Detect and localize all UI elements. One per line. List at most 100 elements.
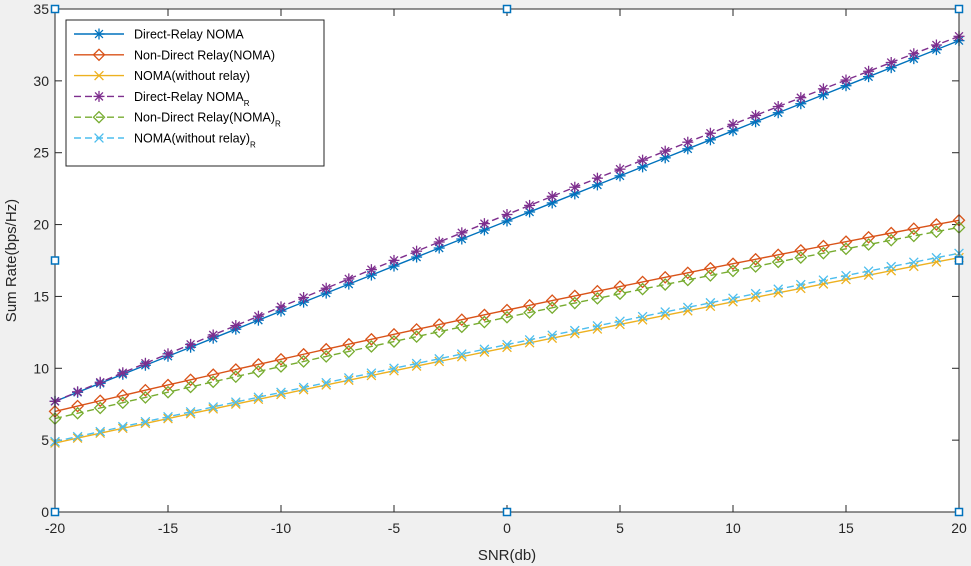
data-point	[116, 389, 130, 402]
data-point	[682, 136, 694, 148]
data-point	[523, 306, 537, 319]
data-point	[140, 416, 151, 427]
data-point	[524, 335, 535, 345]
data-point	[930, 39, 942, 51]
data-point	[749, 252, 763, 266]
resize-handle[interactable]	[50, 256, 60, 265]
legend-item: NOMA(without relay)R	[74, 132, 256, 150]
data-point	[501, 209, 513, 221]
data-point	[477, 308, 491, 322]
x-tick-label: -10	[271, 520, 291, 536]
data-point	[569, 181, 581, 193]
x-tick-label: -15	[158, 520, 178, 536]
data-point	[206, 368, 220, 382]
data-point	[728, 293, 738, 304]
data-point	[298, 382, 309, 393]
x-tick-label: 0	[503, 520, 511, 536]
legend-label: Non-Direct Relay(NOMA)R	[134, 111, 281, 129]
data-point	[794, 243, 808, 257]
data-point	[274, 360, 288, 373]
data-point	[908, 257, 919, 268]
data-point	[321, 377, 332, 388]
data-point	[569, 188, 581, 200]
data-point	[636, 275, 650, 289]
legend-marker	[92, 48, 106, 62]
data-point	[863, 65, 875, 77]
resize-handle[interactable]	[502, 4, 512, 14]
legend-label: Direct-Relay NOMA	[134, 28, 244, 42]
data-point	[297, 347, 311, 361]
data-point	[343, 373, 354, 383]
data-point	[184, 380, 198, 394]
data-point	[524, 199, 536, 211]
data-point	[615, 316, 625, 327]
data-point	[749, 260, 763, 273]
legend-marker	[93, 28, 105, 40]
data-point	[839, 242, 853, 256]
resize-handle[interactable]	[502, 507, 512, 517]
data-point	[366, 370, 377, 381]
data-point	[387, 335, 401, 348]
resize-handle[interactable]	[954, 256, 964, 265]
data-point	[569, 325, 580, 336]
data-point	[795, 279, 806, 290]
data-point	[207, 329, 219, 341]
legend-box	[65, 19, 325, 167]
data-point	[410, 330, 424, 344]
data-point	[117, 421, 128, 432]
data-point	[138, 390, 152, 404]
y-tick-label: 5	[41, 432, 49, 448]
data-point	[185, 338, 197, 350]
data-point	[590, 291, 604, 305]
y-tick-label: 20	[33, 217, 49, 233]
resize-handle[interactable]	[954, 507, 964, 517]
data-point	[72, 433, 83, 443]
y-tick-label: 0	[41, 504, 49, 520]
data-point	[251, 365, 265, 378]
legend-subscript: R	[244, 99, 250, 108]
data-point	[929, 225, 943, 239]
data-point	[208, 402, 219, 412]
data-point	[726, 257, 740, 271]
data-point	[726, 264, 740, 278]
resize-handle[interactable]	[50, 4, 60, 14]
data-point	[456, 233, 468, 245]
data-point	[72, 386, 84, 398]
series-line	[54, 226, 960, 420]
data-point	[613, 287, 627, 301]
data-point	[138, 383, 152, 397]
data-point	[839, 235, 853, 249]
data-point	[140, 418, 151, 429]
legend-label: NOMA(without relay)R	[134, 132, 256, 150]
x-tick-label: 15	[838, 520, 854, 536]
data-point	[274, 352, 288, 366]
data-point	[818, 275, 829, 285]
series-4	[48, 221, 966, 426]
data-point	[591, 179, 603, 191]
legend-label: Direct-Relay NOMAR	[134, 90, 250, 108]
data-point	[658, 278, 672, 291]
resize-handle[interactable]	[954, 4, 964, 14]
data-point	[366, 368, 377, 378]
data-point	[230, 397, 241, 407]
data-point	[523, 298, 537, 312]
data-point	[546, 197, 558, 209]
data-point	[163, 413, 173, 424]
data-point	[320, 282, 332, 294]
data-point	[364, 340, 378, 353]
data-point	[637, 311, 648, 322]
data-point	[703, 261, 717, 275]
data-point	[163, 411, 173, 422]
data-point	[230, 320, 242, 332]
data-point	[95, 426, 106, 437]
resize-handle[interactable]	[50, 507, 60, 517]
data-point	[343, 273, 355, 285]
data-point	[863, 266, 874, 276]
data-point	[93, 394, 107, 408]
tick-labels: -20 -15 -10 -5 0 5 10 15 20 0 5 10 15 20 25 30 35	[33, 1, 967, 536]
y-tick-label: 30	[33, 73, 49, 89]
data-point	[817, 83, 829, 95]
data-point	[161, 378, 175, 392]
data-point	[862, 238, 876, 251]
